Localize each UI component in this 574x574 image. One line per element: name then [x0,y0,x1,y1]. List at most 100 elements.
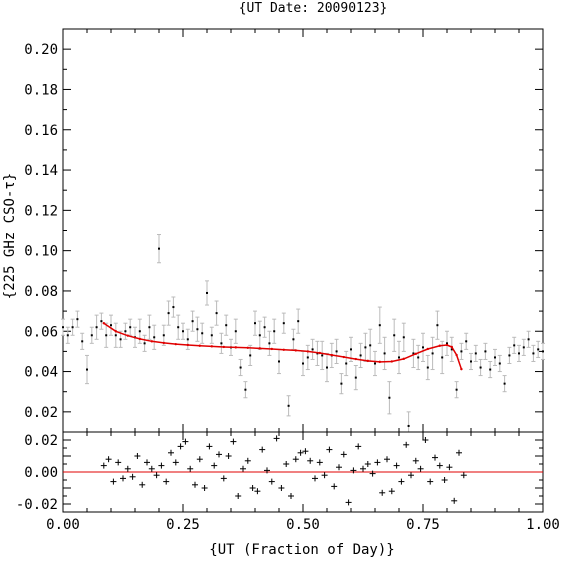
y-tick-label: 0.06 [24,324,58,340]
fit-point [306,350,309,353]
data-point [374,362,376,365]
data-point [460,350,463,353]
residual-point [230,438,237,445]
residual-point [216,451,222,458]
data-point [436,324,439,327]
residual-point [144,459,150,466]
data-point [167,312,170,315]
x-axis-label: {UT (Fraction of Day)} [209,542,394,558]
data-point [215,312,218,315]
data-point [494,356,496,359]
residual-point [441,477,448,483]
residual-point [288,493,294,499]
residual-point [134,453,141,459]
data-point [340,382,343,385]
residual-point [460,472,467,479]
residual-point [249,485,256,491]
residual-point [110,478,117,485]
fit-point [455,353,458,357]
data-point [513,344,516,347]
residual-point [369,470,376,477]
fit-point [270,347,273,351]
residual-point [302,448,309,455]
data-point [302,362,304,365]
data-point [465,340,468,343]
data-point [90,334,93,337]
fit-point [460,367,463,371]
y-tick-label: 0.20 [24,42,58,58]
fit-point [366,359,369,363]
data-point [446,342,448,345]
data-point [527,338,530,341]
residual-point [100,462,107,469]
data-point [537,348,540,351]
residual-point [364,461,371,467]
x-tick-label: 0.50 [286,517,320,533]
data-point [254,322,256,325]
data-point [522,346,525,349]
data-point [191,320,194,323]
residual-point [163,478,170,485]
residual-point [268,478,275,485]
fit-point [126,334,129,337]
data-point [383,352,386,355]
y-tick-label: 0.18 [24,82,58,98]
data-point [95,326,98,329]
y-tick-label: 0.14 [24,163,58,179]
data-point [542,350,544,353]
residual-point [408,472,414,479]
residual-point [105,456,112,463]
y-tick-label: 0.10 [24,244,58,260]
residual-point [129,473,136,480]
fit-point [318,351,321,355]
data-point [335,350,338,353]
residual-point [201,485,208,491]
main-panel: 0.02 0.04 0.06 0.08 0.10 0.12 0.14 0.16 0.18 0.20 [24,28,545,433]
data-point [354,376,357,379]
residual-point [220,475,227,482]
data-point [206,291,208,294]
data-point [412,352,415,355]
data-point [393,334,396,337]
fit-point [198,344,201,347]
residual-point [432,454,438,461]
y-tick-label: -0.02 [16,497,58,513]
fit-point [102,321,106,325]
residual-point [225,453,232,459]
residual-point [307,457,314,464]
fit-point [414,352,417,356]
data-point [503,382,506,385]
residual-point [388,488,395,495]
data-point [76,318,79,321]
data-point [311,348,314,351]
data-point [441,356,444,359]
data-point [489,368,492,371]
data-point [210,334,213,337]
data-point [239,366,242,369]
data-point [378,324,381,327]
data-point [114,334,117,337]
data-point [110,324,112,327]
fit-point [114,330,118,333]
fit-point [210,345,213,348]
fit-point [186,343,189,347]
data-point [470,360,472,363]
data-point [71,326,74,329]
residual-point [331,483,338,490]
fit-point [390,360,393,363]
data-point [278,360,280,363]
data-point [426,366,429,369]
data-point [498,362,501,365]
data-point [119,338,122,341]
residual-point [187,465,194,472]
data-point [153,336,156,339]
residual-point [273,435,280,442]
fit-curve [103,322,463,370]
residual-point [412,457,419,464]
data-point [369,344,372,347]
data-point [345,362,348,365]
residual-point [436,462,443,469]
residual-point [403,441,410,448]
data-point [249,354,252,357]
